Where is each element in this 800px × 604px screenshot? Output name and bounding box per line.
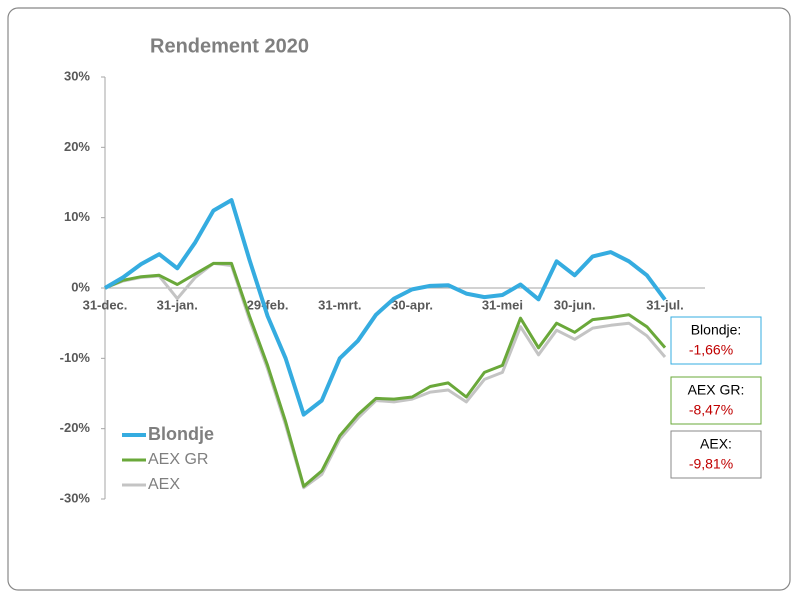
y-tick-label: -20%	[60, 420, 91, 435]
x-tick-label: 31-jul.	[646, 297, 684, 312]
y-tick-label: 20%	[64, 139, 90, 154]
x-tick-label: 31-dec.	[83, 297, 128, 312]
x-tick-label: 29-feb.	[247, 297, 289, 312]
annotation-box	[670, 316, 762, 365]
chart-title: Rendement 2020	[150, 35, 309, 57]
y-tick-label: 10%	[64, 209, 90, 224]
annotation-box	[670, 376, 762, 425]
x-tick-label: 31-mrt.	[318, 297, 361, 312]
x-tick-label: 31-mei	[482, 297, 523, 312]
y-tick-label: -30%	[60, 490, 91, 505]
annotation-label: AEX:	[700, 436, 732, 452]
y-tick-label: 0%	[71, 279, 90, 294]
legend-label: AEX	[148, 476, 180, 493]
annotation-label: Blondje:	[691, 322, 742, 338]
legend-label: AEX GR	[148, 451, 208, 468]
x-tick-label: 31-jan.	[157, 297, 198, 312]
legend-label: Blondje	[148, 424, 214, 444]
x-tick-label: 30-jun.	[554, 297, 596, 312]
x-tick-label: 30-apr.	[391, 297, 433, 312]
annotation-value: -1,66%	[689, 342, 733, 358]
series-line	[104, 261, 667, 488]
annotation-box	[670, 430, 762, 479]
series-line	[103, 198, 667, 417]
series-line	[104, 261, 667, 490]
y-tick-label: -10%	[60, 350, 91, 365]
y-tick-label: 30%	[64, 68, 90, 83]
annotation-value: -8,47%	[689, 402, 733, 418]
annotation-label: AEX GR:	[688, 382, 745, 398]
chart-frame	[7, 7, 791, 591]
annotation-value: -9,81%	[689, 456, 733, 472]
